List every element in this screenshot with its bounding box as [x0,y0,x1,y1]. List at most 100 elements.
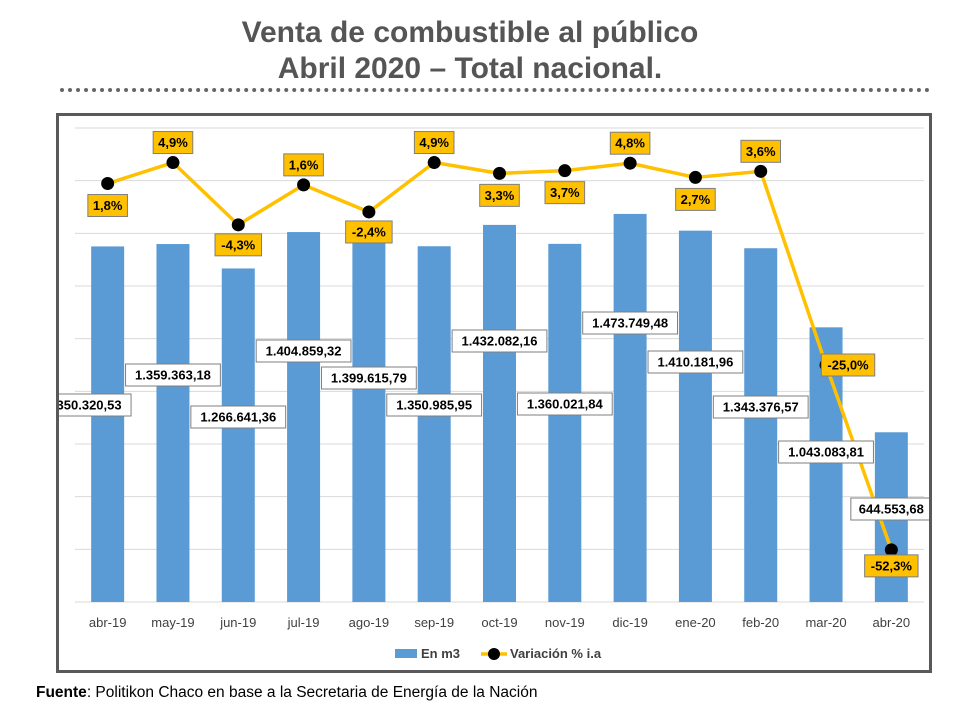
variation-label: 3,3% [479,183,520,207]
variation-label: -2,4% [345,220,393,244]
variation-label-box [283,153,324,177]
variation-label-box [864,554,919,578]
line-marker [231,218,245,232]
bar [483,224,516,602]
variation-label-text: -2,4% [352,224,386,239]
x-tick-label: ago-19 [349,615,389,630]
bar-value-label-box [451,329,548,353]
bar-value-label-box [125,363,221,387]
bar-value-label-text: 1.343.376,57 [723,400,799,415]
line-marker [558,164,572,178]
bar-value-label: 1.359.363,18 [125,363,221,387]
legend-label-line: Variación % i.a [510,646,602,661]
variation-label-box [345,220,393,244]
x-tick-label: oct-19 [481,615,517,630]
variation-label-text: 3,7% [550,185,580,200]
variation-label-text: 4,8% [615,136,645,151]
bar-value-label: 1.399.615,79 [320,366,417,390]
bar [678,230,712,602]
variation-label-text: -52,3% [871,558,913,573]
x-tick-label: nov-19 [545,615,585,630]
bar-value-label-box [190,405,287,429]
x-tick-label: jul-19 [287,615,320,630]
variation-label-box [675,187,716,211]
variation-label: 3,7% [544,181,586,205]
line-marker [493,166,506,180]
source-note: Fuente: Politikon Chaco en base a la Sec… [36,684,537,702]
bar [91,246,125,602]
x-tick-label: mar-20 [805,615,846,630]
bar-value-label: 1.350.985,95 [386,393,483,417]
bar-value-label-text: 1.432.082,16 [462,334,538,349]
bar [287,232,321,602]
bar [156,244,190,602]
line-marker [101,177,115,191]
bar-value-label-box [778,440,874,464]
bar [548,243,582,603]
bar-value-label-text: 1.410.181,96 [657,355,733,370]
bar-value-label-box [582,311,679,335]
line-marker [688,170,702,184]
line-marker [427,156,441,170]
variation-label-text: 3,6% [746,144,776,159]
bar [352,233,386,602]
variation-label-text: 1,8% [93,198,123,213]
source-label: Fuente [36,684,87,701]
x-tick-label: abr-20 [873,615,911,630]
variation-label-text: 2,7% [681,192,711,207]
variation-label-box [740,139,782,163]
variation-label-text: 4,9% [419,135,449,150]
variation-label-text: 3,3% [485,188,515,203]
bar-value-label-text: 1.266.641,36 [200,410,276,425]
variation-label: 1,6% [283,153,324,177]
dotted-divider [60,88,930,92]
variation-label: -52,3% [864,554,919,578]
bar-value-label-box [712,395,809,419]
line-marker [884,543,898,557]
x-tick-label: abr-19 [89,615,127,630]
variation-label-text: -4,3% [221,237,255,252]
variation-label-box [152,131,194,155]
x-tick-label: jun-19 [219,615,256,630]
line-marker [297,178,311,192]
bar-value-label-box [647,350,744,374]
bar-value-label-text: 1.473.749,48 [592,316,668,331]
bar-value-label-box [59,393,132,417]
bar-value-label-text: 1.399.615,79 [331,371,407,386]
x-tick-label: feb-20 [742,615,779,630]
line-marker [166,156,180,170]
variation-label-text: -25,0% [827,358,869,373]
bar-value-label-box [850,497,929,521]
variation-label-box [413,131,455,155]
bar-value-label-text: 1.350.985,95 [396,398,472,413]
variation-label-box [820,353,876,377]
bar-value-label: 1.360.021,84 [516,392,613,416]
bar-value-label: 1.043.083,81 [778,440,874,464]
bar [417,246,451,603]
bar-value-label-box [255,339,352,363]
chart-title-line1: Venta de combustible al público [241,16,699,49]
line-marker [623,156,637,170]
bar-value-label-box [516,392,613,416]
legend-swatch-marker [488,648,500,660]
variation-label-text: 4,9% [158,135,188,150]
x-tick-label: ene-20 [675,615,715,630]
bar-value-label: 1.473.749,48 [582,311,679,335]
bar-value-label: 1.432.082,16 [451,329,548,353]
variation-label: -25,0% [820,353,876,377]
variation-label: 4,9% [413,131,455,155]
source-text: : Politikon Chaco en base a la Secretari… [86,684,538,701]
variation-label: -4,3% [214,233,263,257]
variation-label: 4,9% [152,131,194,155]
chart-title-line2: Abril 2020 – Total nacional. [277,52,663,85]
bar-value-label: 1.343.376,57 [712,395,809,419]
variation-label-box [609,131,651,155]
variation-label: 3,6% [740,139,782,163]
variation-label-box [87,194,128,218]
bar-value-label: 1.410.181,96 [647,350,744,374]
bar-value-label-text: 1.404.859,32 [266,344,342,359]
variation-label: 2,7% [675,187,716,211]
variation-label: 1,8% [87,194,128,218]
bar-value-label-text: 1.360.021,84 [527,397,604,412]
bar-value-label-text: 644.553,68 [859,502,924,517]
